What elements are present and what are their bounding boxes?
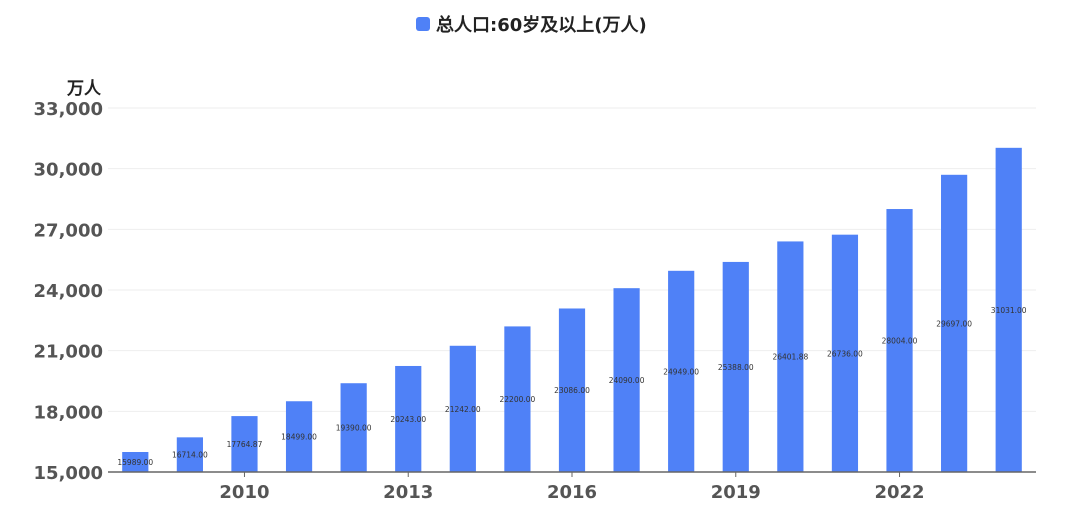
- bar[interactable]: [668, 270, 695, 472]
- bar-value-label: 31031.00: [991, 306, 1027, 315]
- bar-value-label: 16714.00: [172, 451, 208, 460]
- bar[interactable]: [722, 261, 749, 472]
- y-tick-label: 15,000: [34, 463, 103, 484]
- bar[interactable]: [777, 241, 804, 472]
- bar-value-label: 25388.00: [718, 363, 754, 372]
- bar[interactable]: [613, 288, 640, 472]
- y-axis-ticks: 15,000 18,000 21,000 24,000 27,000 30,000 33,0…: [34, 99, 103, 484]
- bar-value-label: 20243.00: [390, 415, 426, 424]
- bar[interactable]: [176, 437, 203, 472]
- bar-value-label: 24090.00: [609, 376, 645, 385]
- data-labels: 15989.00 16714.00 17764.87 18499.00 19390.00…: [117, 306, 1026, 467]
- x-tick-label: 2016: [547, 482, 597, 503]
- bar[interactable]: [340, 383, 367, 472]
- y-tick-label: 27,000: [34, 220, 103, 241]
- bar[interactable]: [122, 452, 149, 472]
- bar[interactable]: [558, 308, 586, 472]
- bar[interactable]: [285, 401, 313, 472]
- x-axis-ticks: 2010 2013 2016 2019 2022: [219, 472, 925, 503]
- y-tick-label: 30,000: [34, 160, 103, 181]
- y-tick-label: 18,000: [34, 402, 103, 423]
- bar-value-label: 15989.00: [117, 458, 153, 467]
- bar-value-label: 21242.00: [445, 405, 481, 414]
- bar-value-label: 23086.00: [554, 386, 590, 395]
- legend-label: 总人口:60岁及以上(万人): [436, 14, 647, 36]
- bars: [122, 147, 1022, 473]
- x-tick-label: 2022: [874, 482, 924, 503]
- bar-value-label: 18499.00: [281, 433, 317, 442]
- bar-value-label: 24949.00: [663, 367, 699, 376]
- bar-value-label: 28004.00: [882, 337, 918, 346]
- bar-value-label: 26401.88: [772, 353, 808, 362]
- legend-swatch: [416, 17, 430, 31]
- bar[interactable]: [941, 174, 968, 472]
- legend[interactable]: 总人口:60岁及以上(万人): [416, 14, 647, 36]
- bar[interactable]: [395, 365, 422, 472]
- bar-value-label: 19390.00: [336, 424, 372, 433]
- x-tick-label: 2010: [219, 482, 269, 503]
- bar[interactable]: [886, 209, 913, 473]
- bar[interactable]: [504, 326, 531, 472]
- y-tick-label: 24,000: [34, 281, 103, 302]
- x-tick-label: 2013: [383, 482, 433, 503]
- y-tick-label: 21,000: [34, 342, 103, 363]
- bar[interactable]: [831, 234, 859, 472]
- bar[interactable]: [449, 345, 476, 472]
- bar[interactable]: [995, 147, 1022, 472]
- bar-value-label: 26736.00: [827, 349, 863, 358]
- x-tick-label: 2019: [711, 482, 761, 503]
- gridlines: [108, 107, 1036, 412]
- bar-value-label: 22200.00: [500, 395, 536, 404]
- bar[interactable]: [231, 416, 258, 472]
- bar-value-label: 17764.87: [227, 440, 263, 449]
- y-tick-label: 33,000: [34, 99, 103, 120]
- y-axis-unit-label: 万人: [66, 79, 102, 99]
- bar-value-label: 29697.00: [936, 319, 972, 328]
